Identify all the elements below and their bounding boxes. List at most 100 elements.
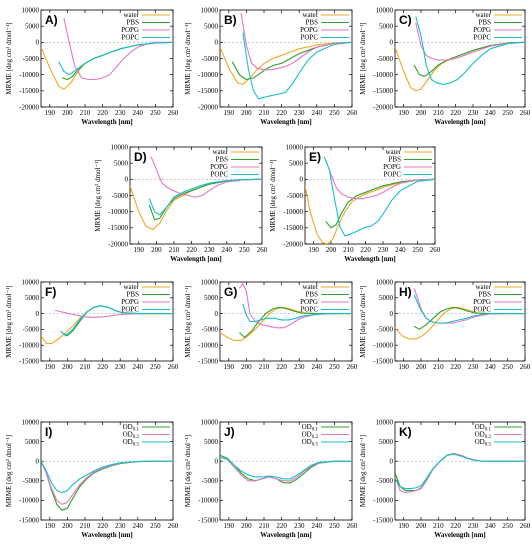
y-tick-label: -5000 [377,326,394,334]
y-tick-label: 0 [125,176,129,184]
x-tick-label: 210 [169,246,180,254]
series-line-1 [220,41,352,86]
legend-label: PBS [306,291,319,299]
x-tick-label: 190 [45,109,56,117]
series-line-4 [60,305,173,337]
chart-panel: 190 200 210 220 230 240 250 260 10000 5000 0 -5000 -… [269,143,441,263]
y-tick-label: 5000 [25,22,40,30]
x-tick-label: 200 [241,109,252,117]
chart-panel: 190 200 210 220 230 240 250 260 10000 5000 0 -5000 -… [359,418,531,539]
chart-panel: 190 200 210 220 230 240 250 260 10000 5000 0 -5000 -… [184,6,358,126]
legend-label: POPC [121,34,139,42]
legend-label: POPG [473,298,491,306]
series-line-3 [41,460,173,494]
y-tick-label: -10000 [373,497,393,505]
y-tick-label: 10000 [22,6,40,14]
legend-label-main: OD [123,423,133,431]
x-tick-label: 220 [97,109,108,117]
x-tick-label: 220 [450,363,461,371]
y-tick-label: -5000 [377,477,394,485]
panel-label: J) [224,425,235,439]
series-line-1 [305,178,435,244]
y-tick-label: -5000 [377,55,394,63]
x-tick-label: 200 [241,363,252,371]
x-tick-label: 210 [259,363,270,371]
series-line-4 [58,41,173,76]
x-tick-label: 190 [224,522,235,530]
legend-label: POPG [300,298,318,306]
chart-panel: 190 200 210 220 230 240 250 260 10000 5000 0 -5000 -… [5,6,179,126]
y-tick-label: -10000 [373,342,393,350]
x-tick-label: 250 [502,522,513,530]
x-tick-label: 260 [168,363,179,371]
x-tick-label: 210 [433,363,444,371]
y-tick-label: -10000 [19,71,39,79]
chart-panel: 190 200 210 220 230 240 250 260 10000 5000 0 -5000 -… [359,6,531,126]
series-line-3 [150,156,262,198]
x-tick-label: 230 [204,246,215,254]
x-tick-label: 230 [115,109,126,117]
x-tick-label: 210 [259,522,270,530]
y-axis-label: MRME [deg cm² dmol⁻¹] [359,435,367,507]
series-line-2 [239,306,352,339]
series-line-4 [415,16,525,85]
legend-label-subscript: 0.2 [133,435,140,440]
chart-panel: 190 200 210 220 230 240 250 260 10000 5000 0 -5000 -… [359,278,531,371]
legend-label: OD0.2 [123,431,140,441]
plot-frame [40,9,174,108]
x-tick-label: 220 [276,522,287,530]
series-line-1 [395,306,525,340]
y-axis-label: MRME [deg cm² dmol⁻¹] [359,22,367,94]
x-tick-label: 240 [312,363,323,371]
y-axis-label: MRME [deg cm² dmol⁻¹] [5,22,13,94]
y-tick-label: 0 [300,176,304,184]
y-tick-label: -5000 [287,192,304,200]
panel-label: K) [399,425,412,439]
x-tick-label: 210 [433,109,444,117]
x-tick-label: 200 [416,522,427,530]
x-tick-label: 190 [224,109,235,117]
y-tick-label: 10000 [22,418,40,426]
panel-label: F) [45,285,56,299]
y-tick-label: 10000 [201,278,219,286]
x-axis-label: Wavelength [nm] [260,118,312,126]
x-tick-label: 190 [398,522,409,530]
x-axis-label: Wavelength [nm] [170,255,222,263]
x-tick-label: 250 [329,522,340,530]
x-tick-label: 260 [257,246,268,254]
chart-panel: 190 200 210 220 230 240 250 260 10000 5000 0 -5000 -… [94,143,268,263]
chart-panel: 190 200 210 220 230 240 250 260 10000 5000 0 -5000 -… [5,418,179,539]
legend-label: water [123,283,139,291]
panel-label: E) [309,150,321,164]
y-tick-label: -15000 [108,224,128,232]
plot-frame [219,421,353,521]
y-tick-label: -10000 [198,497,218,505]
y-tick-label: 10000 [201,6,219,14]
panel-label: B) [224,13,237,27]
y-tick-label: -10000 [198,342,218,350]
y-tick-label: 5000 [114,159,129,167]
legend-label-main: OD [475,438,485,446]
legend-label: POPG [383,163,401,171]
y-tick-label: -15000 [373,357,393,365]
legend-label: PBS [479,19,492,27]
y-tick-label: 10000 [22,278,40,286]
legend-label-main: OD [123,438,133,446]
x-tick-label: 210 [433,522,444,530]
x-tick-label: 220 [97,522,108,530]
x-tick-label: 190 [398,109,409,117]
legend-label: POPC [300,34,318,42]
y-tick-label: 0 [36,310,40,318]
legend-label-main: OD [123,431,133,439]
x-tick-label: 230 [468,363,479,371]
legend-label: PBS [127,19,140,27]
x-tick-label: 230 [294,522,305,530]
panel-label: C) [399,13,412,27]
x-tick-label: 230 [294,363,305,371]
y-axis-label: MRME [deg cm² dmol⁻¹] [184,435,192,507]
x-tick-label: 190 [308,246,319,254]
series-line-3 [240,13,352,71]
series-line-1 [220,306,352,342]
